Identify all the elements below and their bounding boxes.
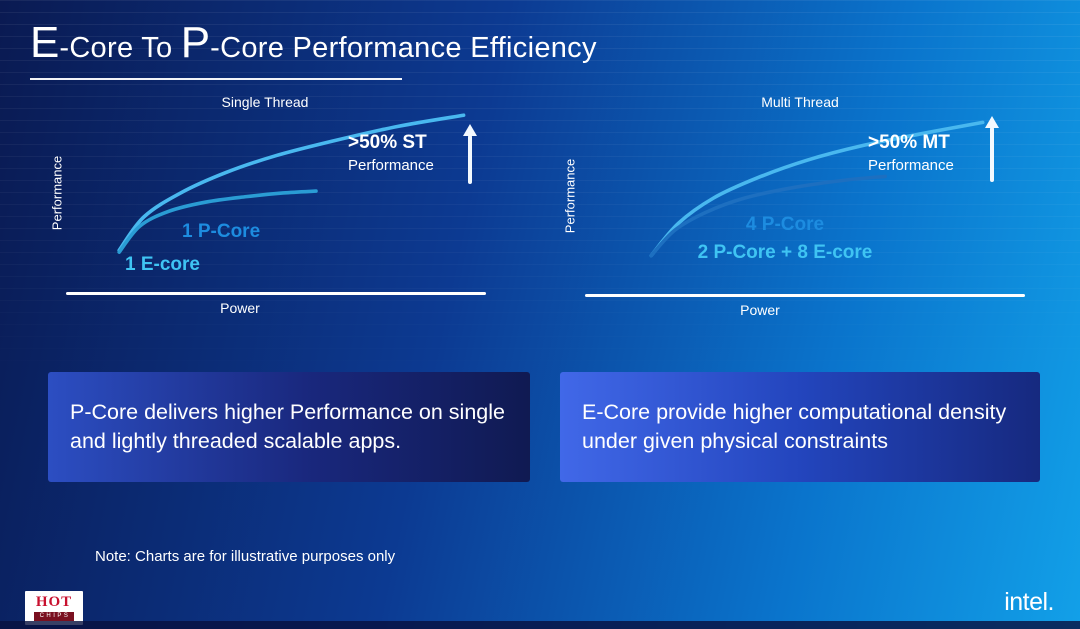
hotchips-logo: HOT CHIPS: [25, 591, 83, 625]
callout-ecore: E-Core provide higher computational dens…: [560, 372, 1040, 482]
disclaimer-note: Note: Charts are for illustrative purpos…: [95, 548, 396, 565]
chart-plot: [70, 106, 480, 291]
annotation-mt-gain: >50% MT Performance: [868, 132, 954, 174]
chart-plot: [620, 108, 1010, 288]
intel-logo: intel.: [1004, 588, 1054, 616]
annotation-line1: >50% MT: [868, 132, 950, 153]
callout-ecore-text: E-Core provide higher computational dens…: [582, 400, 1007, 453]
series-label-1-p-core: 1 P-Core: [182, 221, 261, 242]
arrow-head-icon: [985, 116, 999, 128]
series-curve: [651, 176, 885, 255]
series-curve: [119, 115, 463, 250]
chart-single-thread: Single Thread Performance Power 1 P-Core…: [30, 88, 500, 323]
annotation-st-gain: >50% ST Performance: [348, 132, 434, 174]
hotchips-logo-bottom: CHIPS: [33, 611, 75, 622]
title-underline: [30, 78, 402, 80]
arrow-stem: [990, 127, 994, 182]
x-axis-label: Power: [740, 302, 780, 318]
x-axis: [66, 292, 486, 295]
arrow-head-icon: [463, 124, 477, 136]
chart-multi-thread: Multi Thread Performance Power 4 P-Core …: [560, 88, 1040, 323]
y-axis-label: Performance: [49, 155, 65, 231]
series-label-1-e-core: 1 E-core: [125, 254, 200, 275]
annotation-line1: >50% ST: [348, 132, 427, 153]
chart-title: Multi Thread: [761, 94, 839, 110]
series-curve: [651, 122, 983, 255]
y-axis-label: Performance: [562, 158, 578, 234]
hotchips-logo-top: HOT: [35, 593, 73, 610]
x-axis-label: Power: [220, 300, 260, 316]
series-label-4-p-core: 4 P-Core: [745, 214, 825, 235]
page-title: E-Core To P-Core Performance Efficiency: [30, 18, 597, 68]
callout-pcore: P-Core delivers higher Performance on si…: [48, 372, 530, 482]
title-letter-e: E: [30, 18, 60, 67]
annotation-line2: Performance: [868, 157, 954, 174]
callout-pcore-text: P-Core delivers higher Performance on si…: [70, 400, 505, 453]
title-letter-p: P: [180, 18, 211, 67]
title-text: -Core To: [59, 32, 181, 64]
up-arrow-icon: [462, 124, 478, 184]
series-label-2p-8e: 2 P-Core + 8 E-core: [697, 242, 873, 263]
series-curve: [119, 191, 316, 252]
up-arrow-icon: [984, 116, 1000, 182]
x-axis: [585, 294, 1025, 297]
annotation-line2: Performance: [348, 157, 434, 174]
bottom-bar: [0, 621, 1080, 629]
arrow-stem: [468, 135, 472, 184]
title-text: -Core Performance Efficiency: [210, 32, 597, 64]
chart-title: Single Thread: [221, 94, 309, 110]
